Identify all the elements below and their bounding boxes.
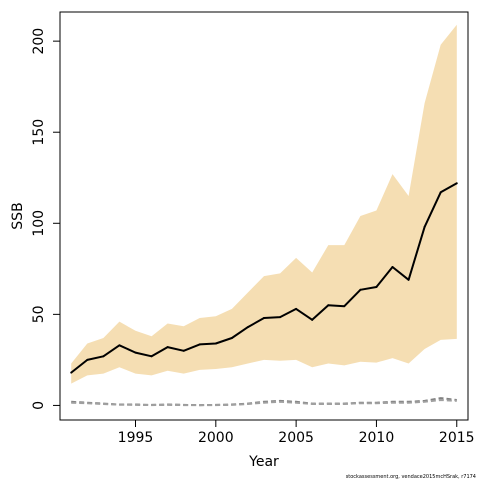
y-axis: 0 50 100 150 200 <box>31 28 60 410</box>
y-tick-label: 0 <box>31 401 47 410</box>
y-tick-label: 200 <box>31 28 47 55</box>
x-tick-label: 2010 <box>359 430 395 446</box>
ssb-point-2009 <box>359 288 362 291</box>
x-tick-label: 2000 <box>198 430 234 446</box>
ssb-point-2014 <box>439 191 442 194</box>
confidence-band <box>71 24 457 384</box>
x-tick-label: 2015 <box>439 430 475 446</box>
x-tick-label: 2005 <box>278 430 314 446</box>
ssb-point-1998 <box>182 349 185 352</box>
ssb-point-1995 <box>134 351 137 354</box>
x-axis: 1995 2000 2005 2010 2015 <box>118 420 475 446</box>
ssb-point-1992 <box>86 358 89 361</box>
secondary-dashed-line-2 <box>71 398 457 407</box>
ssb-point-2002 <box>246 326 249 329</box>
ssb-point-2008 <box>343 305 346 308</box>
y-axis-title: SSB <box>10 202 26 229</box>
x-tick-label: 1995 <box>118 430 154 446</box>
ssb-point-2004 <box>279 316 282 319</box>
ssb-point-2013 <box>423 225 426 228</box>
data-points <box>70 182 458 374</box>
ssb-point-2012 <box>407 278 410 281</box>
ssb-point-1993 <box>102 355 105 358</box>
ssb-point-2005 <box>295 307 298 310</box>
ssb-point-2003 <box>263 317 265 319</box>
ssb-point-1997 <box>166 346 169 349</box>
ssb-point-2011 <box>391 266 394 268</box>
y-tick-label: 50 <box>31 305 47 323</box>
plot-frame <box>59 11 469 421</box>
plot-region <box>70 24 458 407</box>
x-axis-title: Year <box>248 454 279 470</box>
y-tick-label: 150 <box>31 119 47 146</box>
ssb-point-2015 <box>455 182 458 185</box>
ssb-point-2006 <box>311 318 314 321</box>
ssb-point-1999 <box>198 343 201 346</box>
ssb-point-1994 <box>118 344 121 347</box>
ssb-point-2000 <box>214 342 217 345</box>
ssb-point-1996 <box>150 355 153 358</box>
ssb-point-1991 <box>70 371 73 374</box>
footnote: stockassessment.org, vendace2015mcHSrak,… <box>346 474 476 480</box>
y-tick-label: 100 <box>31 210 47 237</box>
ssb-point-2010 <box>375 286 378 289</box>
ssb-point-2001 <box>230 337 233 340</box>
ssb-point-2007 <box>327 304 330 307</box>
